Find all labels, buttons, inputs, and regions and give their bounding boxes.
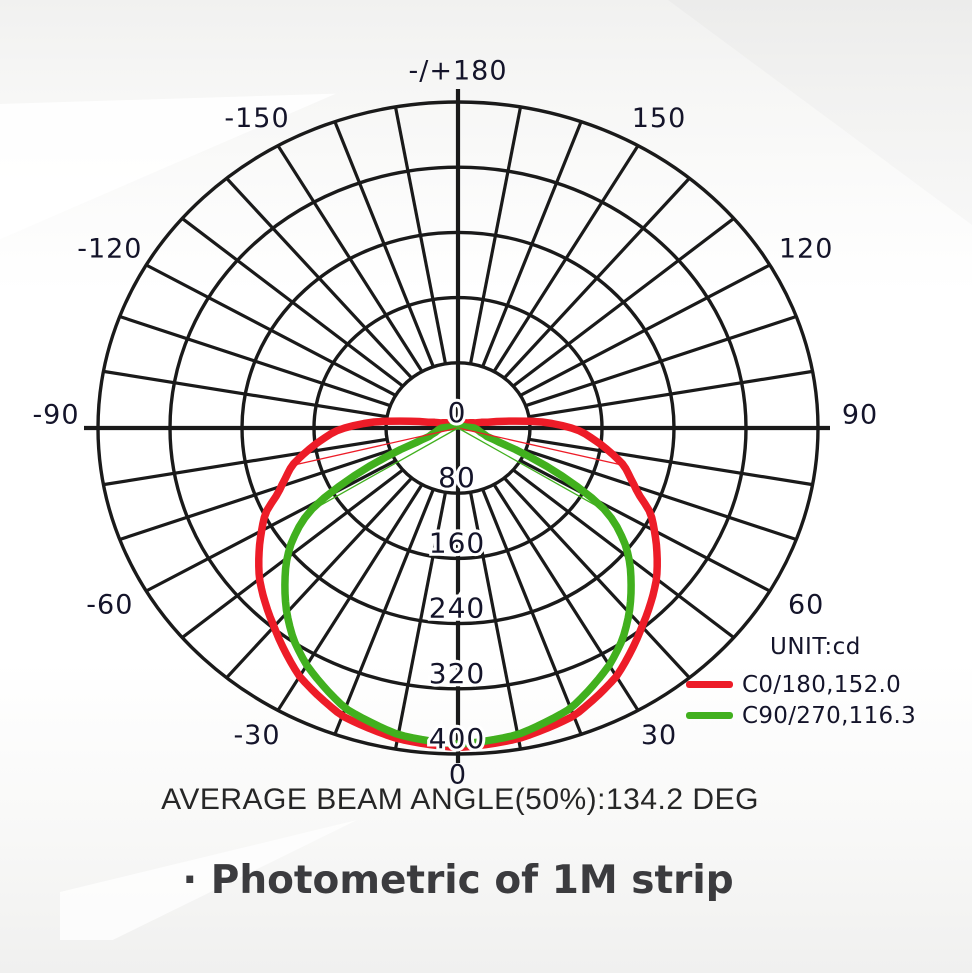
beam-angle-line-C0-180-left	[290, 427, 459, 467]
grid-spoke-280	[103, 437, 388, 487]
grid-spoke-310	[181, 468, 404, 639]
radial-tick-label-160: 160	[429, 526, 485, 559]
angle-label-120: 120	[779, 234, 834, 265]
grid-spoke-230	[181, 217, 404, 388]
grid-spoke-150	[492, 144, 640, 373]
angle-label-180: -/+180	[409, 56, 508, 87]
grid-spoke-260	[103, 369, 388, 419]
grid-spoke-20	[481, 488, 583, 735]
beam-angle-line-C0-180-right	[457, 427, 626, 467]
grid-spoke-80	[528, 437, 813, 487]
angle-label--150: -150	[224, 103, 289, 134]
grid-spoke-300	[145, 459, 397, 593]
legend-swatch-red	[686, 681, 733, 688]
grid-spoke-210	[276, 144, 424, 373]
legend-item-c90-270: C90/270,116.3	[686, 700, 946, 731]
radial-tick-label-240: 240	[429, 592, 485, 625]
legend-item-c0-180: C0/180,152.0	[686, 669, 946, 700]
grid-spoke-120	[519, 263, 771, 397]
beam-angle-line-C90-270-right	[457, 427, 607, 513]
grid-spoke-350	[393, 491, 448, 750]
grid-spoke-40	[503, 476, 691, 679]
grid-spoke-50	[512, 468, 735, 639]
legend-label-c0-180: C0/180,152.0	[742, 671, 902, 698]
grid-spoke-220	[225, 177, 413, 380]
grid-spoke-250	[119, 314, 391, 408]
angle-label--30: -30	[233, 720, 280, 751]
grid-spoke-130	[512, 217, 735, 388]
angle-label--120: -120	[77, 234, 142, 265]
legend-label-c90-270: C90/270,116.3	[742, 702, 917, 729]
legend-swatch-green	[686, 712, 733, 719]
grid-spoke-70	[525, 448, 797, 542]
grid-spoke-290	[119, 448, 391, 542]
curve-C90-270	[281, 421, 635, 748]
grid-spoke-100	[528, 369, 813, 419]
radial-tick-label-320: 320	[429, 657, 485, 690]
legend: UNIT:cd C0/180,152.0 C90/270,116.3	[686, 634, 946, 731]
radial-tick-label-80: 80	[438, 461, 476, 494]
legend-unit-label: UNIT:cd	[770, 634, 861, 660]
angle-label-90: 90	[842, 400, 878, 431]
average-beam-angle-text: AVERAGE BEAM ANGLE(50%):134.2 DEG	[161, 783, 759, 816]
grid-spoke-160	[481, 121, 583, 368]
grid-spoke-10	[468, 491, 523, 750]
grid-spoke-240	[145, 263, 397, 397]
grid-spoke-340	[333, 488, 435, 735]
angle-label--90: -90	[32, 400, 79, 431]
grid-spoke-110	[525, 314, 797, 408]
angle-label-30: 30	[641, 720, 677, 751]
page-caption: · Photometric of 1M strip	[182, 858, 734, 903]
grid-spoke-170	[468, 106, 523, 365]
angle-label-60: 60	[788, 590, 824, 621]
angle-label--60: -60	[86, 590, 133, 621]
angle-label-150: 150	[632, 103, 687, 134]
grid-spoke-60	[519, 459, 771, 593]
angle-label-0: 0	[449, 760, 467, 791]
grid-spoke-200	[333, 121, 435, 368]
grid-spoke-140	[503, 177, 691, 380]
radial-tick-label-0: 0	[448, 396, 467, 429]
radial-tick-label-400: 400	[429, 722, 485, 755]
grid-spoke-190	[393, 106, 448, 365]
grid-spoke-330	[276, 483, 424, 712]
grid-spoke-30	[492, 483, 640, 712]
grid-spoke-320	[225, 476, 413, 679]
beam-angle-line-C90-270-left	[309, 427, 459, 513]
